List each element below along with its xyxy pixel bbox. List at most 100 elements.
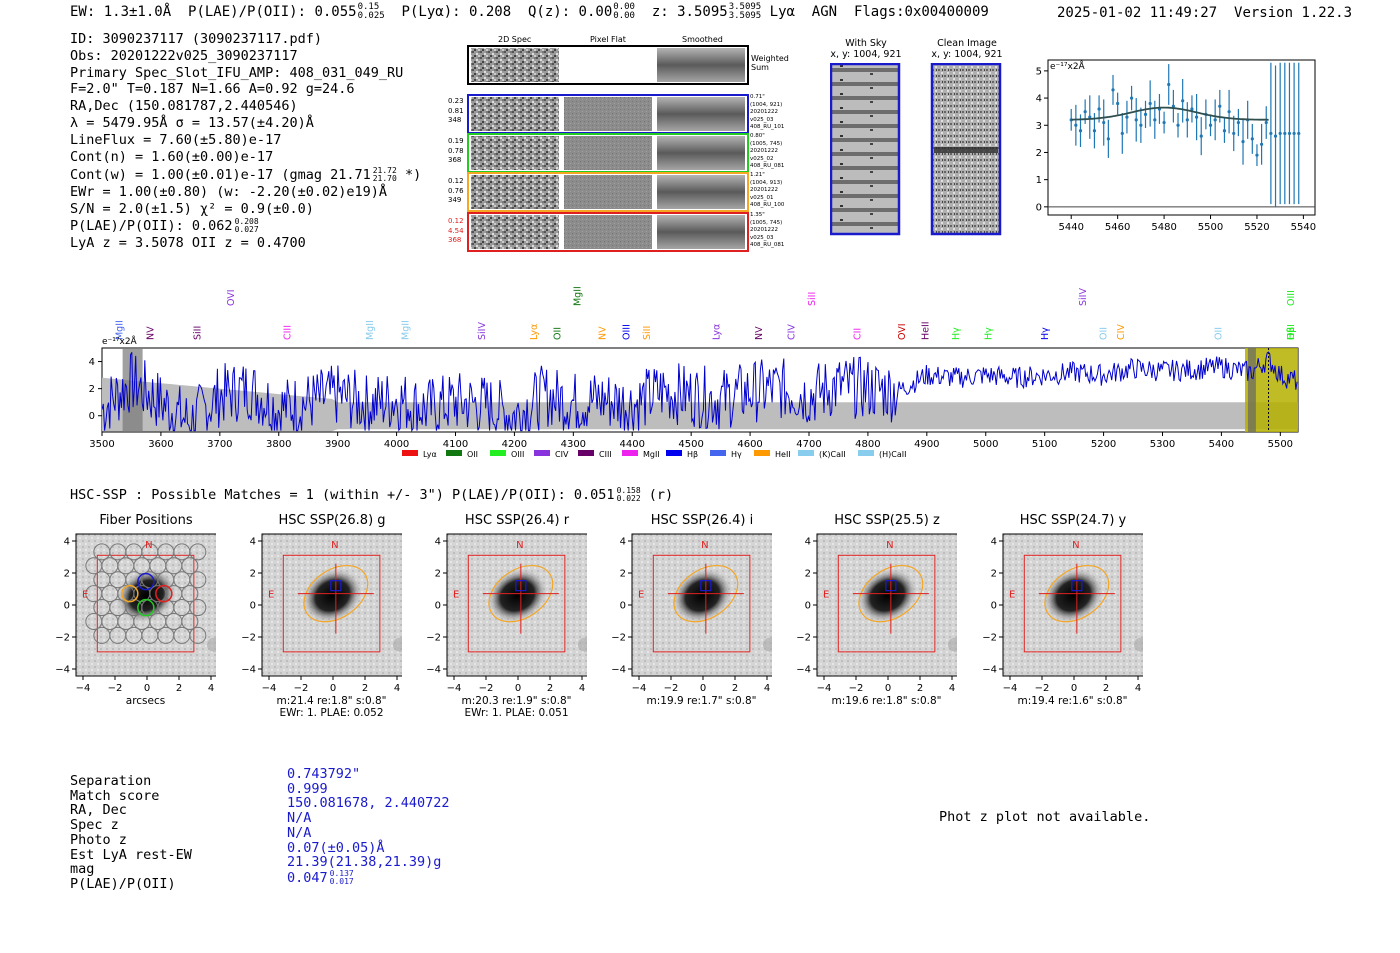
hsc-xtick-label: 0	[330, 683, 336, 694]
north-label: N	[331, 540, 338, 551]
hsc-xtick-label: −4	[76, 683, 91, 694]
fiber-circle	[189, 626, 207, 644]
legend-label: (H)CaII	[879, 450, 906, 459]
neighbour-source	[578, 637, 587, 652]
neighbour-source	[1134, 637, 1143, 652]
hsc-caption-line1: m:19.6 re:1.8" s:0.8"	[831, 695, 942, 707]
with-sky-xy: x, y: 1004, 921	[830, 49, 902, 60]
col-smoothed-label: Smoothed	[682, 35, 723, 44]
emission-line-label: Hγ	[951, 327, 962, 340]
spec-xtick-label: 4900	[914, 439, 939, 450]
info-plae: P(LAE)/P(OII): 0.062 0.208 0.027	[70, 217, 421, 235]
zoom-ytick-label: 5	[1036, 66, 1042, 77]
hsc-panel-caption: arcsecs	[58, 695, 233, 707]
row1-n4: v025_02	[750, 155, 774, 162]
north-label: N	[516, 540, 523, 551]
header-plae-lo: 0.025	[357, 11, 385, 21]
emission-line-label: HeII	[921, 321, 932, 340]
zoom-point	[1269, 131, 1273, 136]
hsc-caption-line2: EWr: 1. PLAE: 0.052	[279, 707, 384, 719]
zoom-xtick-label: 5500	[1198, 222, 1223, 233]
spec-xtick-label: 3800	[266, 439, 291, 450]
zoom-point	[1199, 134, 1203, 138]
east-label: E	[453, 590, 459, 601]
legend-label: (K)CaII	[819, 450, 846, 459]
zoom-xtick-label: 5440	[1058, 222, 1083, 233]
match-label-ew: Est LyA rest-EW	[70, 846, 192, 863]
hsc-xtick-label: 0	[1071, 683, 1077, 694]
hsc-xtick-label: 4	[394, 683, 400, 694]
with-sky-image	[830, 63, 901, 236]
info-contw-text: Cont(w) = 1.00(±0.01)e-17 (gmag 21.71	[70, 167, 371, 184]
spec-xtick-label: 4200	[502, 439, 527, 450]
hsc-ytick-label: −2	[241, 633, 256, 644]
hsc-panels: Fiber Positions N E 4 2 0 −2 −4 −4 −2 0 2 4 arcsecs HS…	[0, 510, 1400, 725]
cutout-row-2-stats: 0.12 0.76 349	[448, 177, 464, 206]
emission-line-label: SiIV	[1078, 288, 1089, 306]
emission-line-label: SiII	[807, 292, 818, 306]
emission-line-label: OVI	[897, 323, 908, 340]
hsc-caption-line1: m:19.9 re:1.7" s:0.8"	[646, 695, 757, 707]
clean-image-caption: Clean Image x, y: 1004, 921	[927, 38, 1007, 60]
match-label-plae: P(LAE)/P(OII)	[70, 875, 176, 892]
fiber-circle	[181, 585, 199, 603]
hsc-ytick-label: 0	[991, 601, 997, 612]
legend-swatch	[402, 450, 418, 456]
row0-a: 0.23	[448, 97, 464, 105]
zoom-point	[1078, 129, 1083, 133]
east-label: E	[638, 590, 644, 601]
zoom-point	[1102, 120, 1106, 125]
east-label: E	[268, 590, 274, 601]
emission-line-label: OII	[1099, 327, 1110, 340]
match-label-photoz: Photo z	[70, 831, 127, 848]
hsc-panel-title: HSC SSP(25.5) z	[834, 513, 940, 528]
match-plae-lo: 0.017	[329, 876, 354, 886]
match-label-radec: RA, Dec	[70, 802, 127, 819]
hsc-xtick-label: −2	[294, 683, 309, 694]
zoom-point	[1134, 118, 1138, 122]
cutout-row-3-notes: 1.35" (1005, 745) 20201222 v025_03 408_R…	[750, 212, 784, 250]
hsc-xtick-label: 2	[176, 683, 182, 694]
header-qz-hi: 0.00	[613, 2, 635, 12]
hsc-ytick-label: 0	[435, 601, 441, 612]
emission-line-label: Lyα	[711, 324, 722, 340]
emission-line-label: CIII	[283, 325, 294, 340]
hsc-ytick-label: 2	[64, 569, 70, 580]
legend-label: CIV	[555, 450, 569, 459]
emission-line-label: OIII	[621, 324, 632, 340]
emission-line-label: NV	[754, 326, 765, 340]
zoom-point	[1162, 120, 1166, 125]
row2-n3: 20201222	[750, 187, 778, 194]
zoom-point	[1185, 118, 1189, 122]
emission-line-label: MgII	[572, 286, 583, 306]
emission-line-label: CIV	[1116, 324, 1127, 340]
row0-n1: 0.71"	[750, 94, 765, 100]
emission-line-label: NV	[145, 326, 156, 340]
hsc-ytick-label: −2	[611, 633, 626, 644]
hsc-panel-image: N E 4 2 0 −2 −4 −4 −2 0 2 4	[241, 533, 402, 694]
hsc-ytick-label: 0	[64, 601, 70, 612]
info-ewr: EWr = 1.00(±0.80) (w: -2.20(±0.02)e19)Å	[70, 184, 387, 201]
match-label-score: Match score	[70, 787, 160, 804]
zoom-point	[1287, 131, 1292, 136]
hsc-ytick-label: −4	[982, 665, 997, 676]
cutout-box	[1023, 554, 1122, 653]
emission-line-label: Lyα	[529, 324, 540, 340]
cutout-row-1	[467, 133, 749, 173]
header-plae: P(LAE)/P(OII): 0.055	[188, 4, 357, 20]
zoom-point	[1264, 120, 1268, 125]
galaxy-blob	[1042, 568, 1104, 624]
hsc-xtick-label: −2	[1035, 683, 1050, 694]
spec-xtick-label: 3500	[89, 439, 114, 450]
row1-n1: 0.80"	[750, 133, 765, 139]
spec-xtick-label: 3600	[148, 439, 173, 450]
hsc-panel-title: HSC SSP(24.7) y	[1019, 513, 1127, 528]
zoom-point	[1171, 104, 1175, 108]
header-plya: P(Lyα): 0.208	[401, 4, 512, 20]
zoom-point	[1148, 101, 1152, 106]
zoom-point	[1106, 137, 1110, 141]
legend-label: Hβ	[687, 450, 698, 459]
spec-xtick-label: 5400	[1209, 439, 1234, 450]
zoom-point	[1297, 131, 1301, 136]
zoom-point	[1092, 129, 1097, 133]
